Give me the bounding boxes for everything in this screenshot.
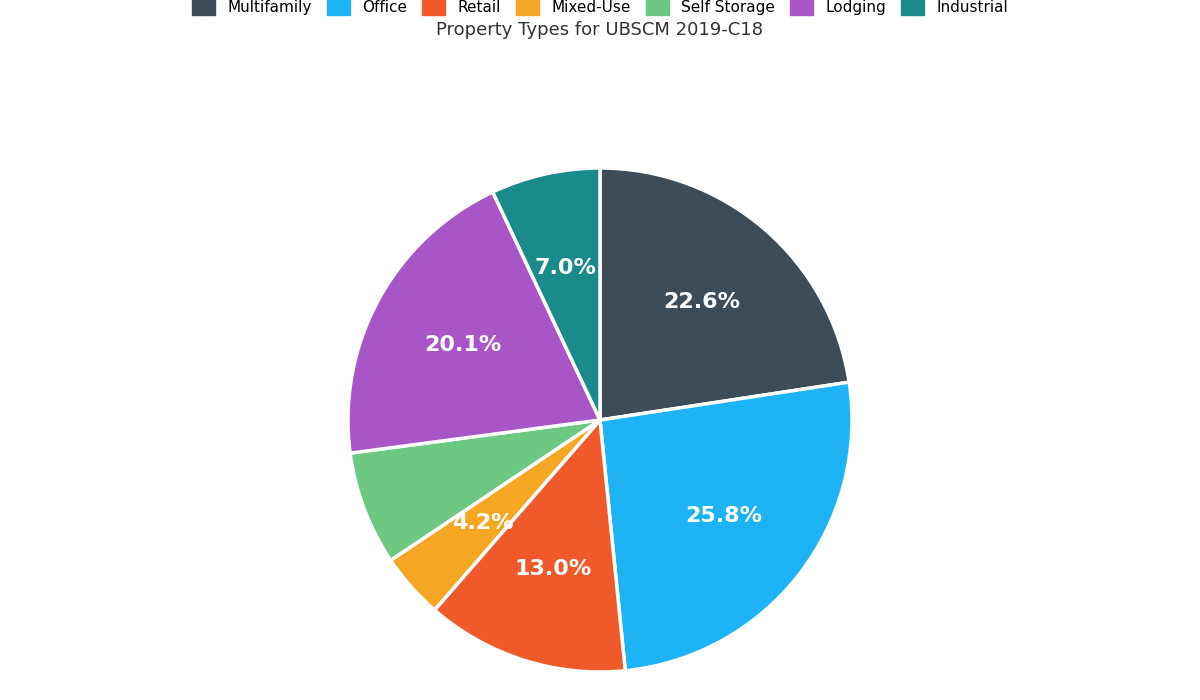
Wedge shape <box>600 382 852 671</box>
Text: 13.0%: 13.0% <box>514 559 592 579</box>
Text: 7.0%: 7.0% <box>535 258 596 277</box>
Text: 20.1%: 20.1% <box>425 335 502 355</box>
Wedge shape <box>391 420 600 610</box>
Text: 4.2%: 4.2% <box>452 513 514 533</box>
Wedge shape <box>600 168 850 420</box>
Text: 25.8%: 25.8% <box>685 506 762 526</box>
Text: 22.6%: 22.6% <box>664 291 740 312</box>
Wedge shape <box>434 420 625 672</box>
Wedge shape <box>493 168 600 420</box>
Wedge shape <box>350 420 600 560</box>
Legend: Multifamily, Office, Retail, Mixed-Use, Self Storage, Lodging, Industrial: Multifamily, Office, Retail, Mixed-Use, … <box>192 0 1008 15</box>
Wedge shape <box>348 192 600 453</box>
Text: Property Types for UBSCM 2019-C18: Property Types for UBSCM 2019-C18 <box>437 21 763 39</box>
